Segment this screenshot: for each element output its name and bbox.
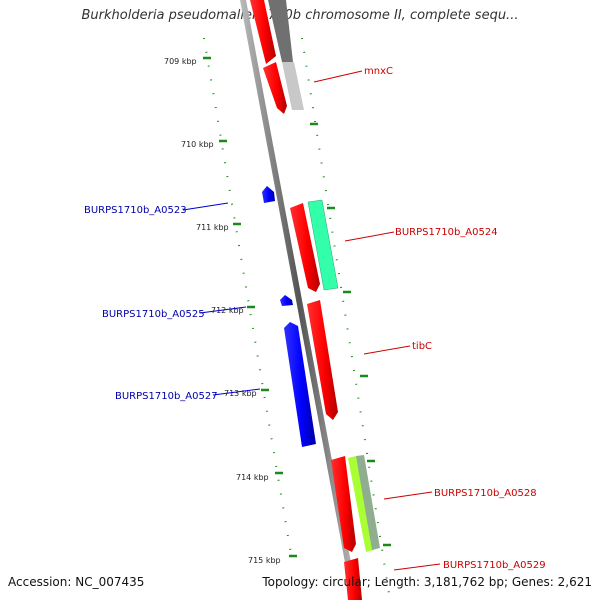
kbp-label: 715 kbp [248, 556, 281, 565]
topology-summary: Topology: circular; Length: 3,181,762 bp… [262, 575, 592, 589]
kbp-label: 710 kbp [181, 140, 214, 149]
callout-lines [182, 70, 441, 571]
callout-a0525 [199, 306, 247, 314]
gene-arrow-a0527[interactable] [284, 322, 316, 447]
sequence-backbone [240, 0, 358, 600]
callout-mnxc [313, 70, 363, 83]
shaded-feature [268, 0, 293, 62]
gene-label-tibc[interactable]: tibC [412, 341, 432, 352]
callout-a0523 [182, 202, 229, 211]
callout-a0529 [393, 563, 441, 571]
gene-arrow-mnxc[interactable] [263, 62, 287, 114]
gene-label-a0525[interactable]: BURPS1710b_A0525 [102, 309, 205, 320]
shaded-feature [348, 456, 374, 552]
forward-genes [250, 0, 362, 600]
kbp-label: 709 kbp [164, 57, 197, 66]
gene-arrow-tibc[interactable] [307, 300, 338, 420]
gene-label-a0524[interactable]: BURPS1710b_A0524 [395, 227, 498, 238]
callout-a0524 [344, 231, 395, 242]
gene-arrow-a0525[interactable] [280, 295, 293, 306]
kbp-label: 711 kbp [196, 223, 229, 232]
kbp-label: 714 kbp [236, 473, 269, 482]
gene-label-a0527[interactable]: BURPS1710b_A0527 [115, 391, 218, 402]
callout-a0528 [383, 491, 433, 500]
shaded-feature [282, 62, 304, 110]
kbp-label: 713 kbp [224, 389, 257, 398]
gene-label-mnxc[interactable]: mnxC [364, 66, 393, 77]
gene-arrow-forward[interactable] [250, 0, 276, 64]
gene-label-a0523[interactable]: BURPS1710b_A0523 [84, 205, 187, 216]
shaded-tracks [268, 0, 380, 552]
gene-arrow-a0528[interactable] [331, 456, 356, 552]
kbp-labels: 709 kbp 710 kbp 711 kbp 712 kbp 713 kbp … [164, 57, 281, 565]
gene-label-a0528[interactable]: BURPS1710b_A0528 [434, 488, 537, 499]
callout-a0527 [212, 388, 261, 396]
gene-label-a0529[interactable]: BURPS1710b_A0529 [443, 560, 546, 571]
kbp-label: 712 kbp [211, 306, 244, 315]
callout-tibc [363, 345, 411, 355]
shaded-feature [307, 199, 339, 291]
gene-arrow-a0523[interactable] [262, 186, 275, 203]
gene-arrow-a0524[interactable] [290, 203, 320, 292]
shaded-feature [356, 455, 380, 550]
gene-labels: mnxC BURPS1710b_A0523 BURPS1710b_A0524 B… [84, 66, 546, 571]
accession-text: Accession: NC_007435 [8, 575, 145, 589]
map-title: Burkholderia pseudomallei 1710b chromoso… [81, 8, 519, 23]
kbp-major-ticks [203, 56, 391, 558]
gene-arrow-a0529[interactable] [344, 558, 362, 600]
reverse-genes [262, 186, 316, 447]
